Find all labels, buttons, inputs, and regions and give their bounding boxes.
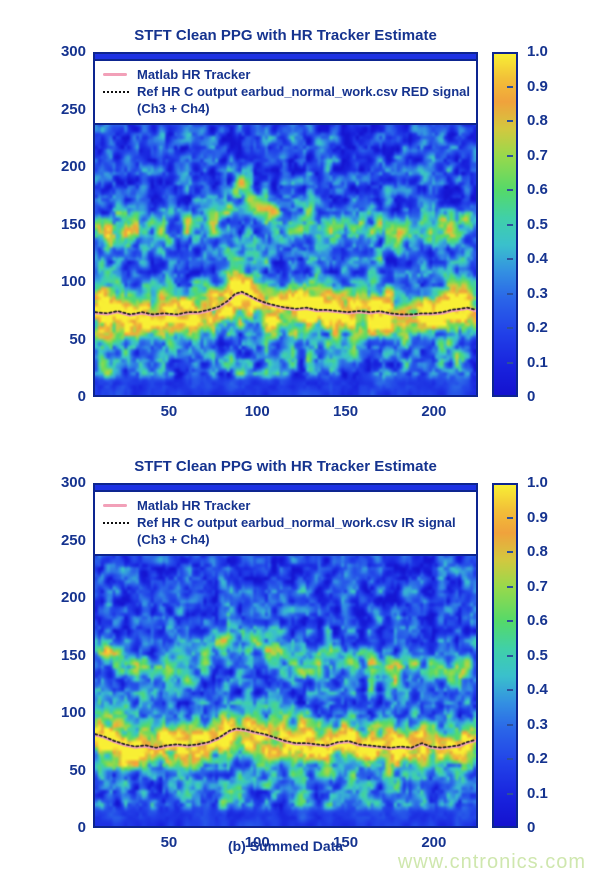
colorbar bbox=[492, 52, 518, 397]
colorbar-tick-mark bbox=[507, 689, 513, 691]
colorbar-tick-mark bbox=[507, 327, 513, 329]
colorbar-tick-mark bbox=[507, 723, 513, 726]
legend-label: (Ch3 + Ch4) bbox=[137, 101, 210, 116]
legend-label: Matlab HR Tracker bbox=[137, 67, 251, 82]
colorbar-tick-label: 0 bbox=[527, 388, 536, 405]
colorbar-tick-mark bbox=[507, 585, 513, 588]
dotted-line-icon bbox=[103, 90, 137, 93]
figure-caption: (b) Summed Data bbox=[227, 838, 344, 854]
colorbar-tick-label: 0.4 bbox=[527, 681, 548, 698]
colorbar-tick-label: 0.9 bbox=[527, 508, 548, 526]
x-tick-label: 100 bbox=[244, 403, 270, 420]
legend-entry: Matlab HR Tracker bbox=[103, 497, 468, 514]
y-tick-label: 200 bbox=[60, 589, 86, 606]
colorbar-tick-label: 1.0 bbox=[527, 43, 548, 60]
colorbar-tick-label: 0.8 bbox=[527, 543, 548, 560]
colorbar-tick-label: 0 bbox=[527, 819, 536, 836]
colorbar-tick-label: 0.3 bbox=[527, 715, 548, 733]
colorbar-tick-mark bbox=[507, 551, 513, 553]
legend-entry: Ref HR C output earbud_normal_work.csv R… bbox=[103, 83, 471, 100]
colorbar-tick-mark bbox=[507, 189, 513, 191]
colorbar-tick-label: 0.6 bbox=[527, 181, 548, 198]
legend-label: Ref HR C output earbud_normal_work.csv I… bbox=[137, 515, 456, 530]
y-tick-label: 100 bbox=[60, 704, 86, 721]
legend-box: Matlab HR Tracker Ref HR C output earbud… bbox=[93, 490, 478, 556]
y-tick-label: 50 bbox=[69, 330, 86, 348]
x-tick-label: 200 bbox=[421, 403, 447, 420]
dotted-line-icon bbox=[103, 521, 137, 524]
y-tick-label: 200 bbox=[60, 158, 86, 175]
y-tick-label: 300 bbox=[60, 474, 86, 491]
spectrogram-plot: Matlab HR Tracker Ref HR C output earbud… bbox=[93, 52, 478, 397]
y-tick-label: 250 bbox=[60, 531, 86, 549]
chart-title: STFT Clean PPG with HR Tracker Estimate bbox=[134, 458, 437, 475]
colorbar bbox=[492, 483, 518, 828]
colorbar-tick-mark bbox=[507, 620, 513, 622]
legend-label: (Ch3 + Ch4) bbox=[137, 532, 210, 547]
colorbar-tick-label: 0.2 bbox=[527, 750, 548, 767]
legend-entry: Ref HR C output earbud_normal_work.csv I… bbox=[103, 514, 468, 531]
y-tick-label: 150 bbox=[60, 646, 86, 664]
colorbar-tick-label: 0.9 bbox=[527, 77, 548, 95]
chart-title: STFT Clean PPG with HR Tracker Estimate bbox=[134, 27, 437, 44]
colorbar-tick-mark bbox=[507, 85, 513, 88]
x-tick-label: 150 bbox=[333, 834, 359, 851]
colorbar-tick-label: 0.1 bbox=[527, 784, 548, 802]
colorbar-tick-label: 0.2 bbox=[527, 319, 548, 336]
colorbar-tick-label: 1.0 bbox=[527, 474, 548, 491]
pink-line-icon bbox=[103, 73, 137, 76]
x-tick-label: 50 bbox=[160, 403, 178, 420]
y-tick-label: 300 bbox=[60, 43, 86, 60]
colorbar-tick-mark bbox=[507, 292, 513, 295]
y-tick-label: 50 bbox=[69, 761, 86, 779]
colorbar-tick-mark bbox=[507, 258, 513, 260]
colorbar-tick-label: 0.8 bbox=[527, 112, 548, 129]
colorbar-tick-label: 0.7 bbox=[527, 146, 548, 164]
colorbar-tick-mark bbox=[507, 792, 513, 795]
colorbar-tick-label: 0.7 bbox=[527, 577, 548, 595]
legend-label: Matlab HR Tracker bbox=[137, 498, 251, 513]
legend-entry: Matlab HR Tracker bbox=[103, 66, 468, 83]
y-tick-label: 0 bbox=[77, 819, 86, 836]
chart-ir-signal: STFT Clean PPG with HR Tracker Estimate … bbox=[0, 431, 600, 862]
x-tick-label: 100 bbox=[244, 834, 270, 851]
pink-line-icon bbox=[103, 504, 137, 507]
colorbar-tick-label: 0.6 bbox=[527, 612, 548, 629]
colorbar-tick-mark bbox=[507, 223, 513, 226]
spectrogram-plot: Matlab HR Tracker Ref HR C output earbud… bbox=[93, 483, 478, 828]
colorbar-tick-label: 0.5 bbox=[527, 215, 548, 233]
colorbar-tick-label: 0.1 bbox=[527, 353, 548, 371]
x-tick-label: 200 bbox=[421, 834, 447, 851]
chart-red-signal: STFT Clean PPG with HR Tracker Estimate … bbox=[0, 0, 600, 431]
x-tick-label: 50 bbox=[160, 834, 178, 851]
y-tick-label: 250 bbox=[60, 100, 86, 118]
y-tick-label: 150 bbox=[60, 215, 86, 233]
y-tick-label: 100 bbox=[60, 273, 86, 290]
x-tick-label: 150 bbox=[333, 403, 359, 420]
watermark: www.cntronics.com bbox=[397, 851, 586, 873]
colorbar-tick-mark bbox=[507, 154, 513, 157]
legend-entry-continued: (Ch3 + Ch4) bbox=[103, 100, 468, 117]
legend-label: Ref HR C output earbud_normal_work.csv R… bbox=[137, 84, 471, 99]
colorbar-tick-label: 0.4 bbox=[527, 250, 548, 267]
y-tick-label: 0 bbox=[77, 388, 86, 405]
colorbar-tick-label: 0.3 bbox=[527, 284, 548, 302]
legend-entry-continued: (Ch3 + Ch4) bbox=[103, 531, 468, 548]
legend-box: Matlab HR Tracker Ref HR C output earbud… bbox=[93, 59, 478, 125]
colorbar-tick-mark bbox=[507, 654, 513, 657]
colorbar-tick-mark bbox=[507, 516, 513, 519]
colorbar-tick-mark bbox=[507, 120, 513, 122]
colorbar-tick-mark bbox=[507, 361, 513, 364]
colorbar-tick-label: 0.5 bbox=[527, 646, 548, 664]
colorbar-tick-mark bbox=[507, 758, 513, 760]
